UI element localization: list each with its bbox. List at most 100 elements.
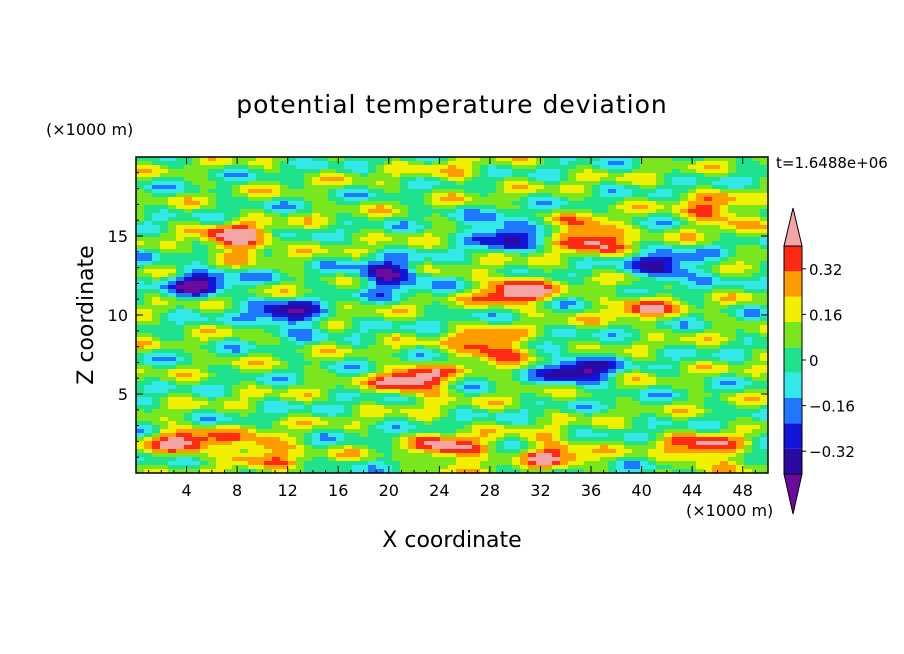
field-cell xyxy=(256,377,265,382)
field-cell xyxy=(728,345,737,350)
field-cell xyxy=(656,169,665,174)
field-cell xyxy=(600,365,609,370)
field-cell xyxy=(328,329,337,334)
field-cell xyxy=(216,393,225,398)
field-cell xyxy=(392,261,401,266)
field-cell xyxy=(304,233,313,238)
field-cell xyxy=(280,265,289,270)
field-cell xyxy=(240,273,249,278)
field-cell xyxy=(520,329,529,334)
field-cell xyxy=(216,161,225,166)
field-cell xyxy=(136,357,145,362)
field-cell xyxy=(208,285,217,290)
field-cell xyxy=(264,401,273,406)
field-cell xyxy=(400,225,409,230)
field-cell xyxy=(736,301,745,306)
field-cell xyxy=(456,169,465,174)
field-cell xyxy=(440,353,449,358)
field-cell xyxy=(432,313,441,318)
field-cell xyxy=(448,277,457,282)
field-cell xyxy=(392,289,401,294)
field-cell xyxy=(664,165,673,170)
field-cell xyxy=(136,293,145,298)
field-cell xyxy=(488,369,497,374)
field-cell xyxy=(184,341,193,346)
field-cell xyxy=(312,177,321,182)
field-cell xyxy=(664,185,673,190)
field-cell xyxy=(472,317,481,322)
field-cell xyxy=(576,289,585,294)
field-cell xyxy=(296,341,305,346)
field-cell xyxy=(392,285,401,290)
field-cell xyxy=(592,357,601,362)
field-cell xyxy=(512,185,521,190)
field-cell xyxy=(480,265,489,270)
field-cell xyxy=(320,405,329,410)
field-cell xyxy=(536,261,545,266)
field-cell xyxy=(728,365,737,370)
field-cell xyxy=(160,377,169,382)
field-cell xyxy=(152,257,161,262)
field-cell xyxy=(424,277,433,282)
field-cell xyxy=(632,369,641,374)
field-cell xyxy=(416,165,425,170)
field-cell xyxy=(176,181,185,186)
field-cell xyxy=(760,305,768,310)
field-cell xyxy=(560,157,569,162)
field-cell xyxy=(712,369,721,374)
field-cell xyxy=(256,253,265,258)
field-cell xyxy=(600,373,609,378)
field-cell xyxy=(392,281,401,286)
field-cell xyxy=(592,321,601,326)
field-cell xyxy=(688,233,697,238)
field-cell xyxy=(264,405,273,410)
field-cell xyxy=(592,265,601,270)
field-cell xyxy=(184,401,193,406)
field-cell xyxy=(392,401,401,406)
field-cell xyxy=(592,173,601,178)
field-cell xyxy=(432,197,441,202)
field-cell xyxy=(424,205,433,210)
field-cell xyxy=(192,165,201,170)
field-cell xyxy=(520,289,529,294)
field-cell xyxy=(520,185,529,190)
field-cell xyxy=(568,225,577,230)
field-cell xyxy=(432,229,441,234)
field-cell xyxy=(528,249,537,254)
field-cell xyxy=(288,265,297,270)
field-cell xyxy=(752,389,761,394)
field-cell xyxy=(616,169,625,174)
field-cell xyxy=(552,237,561,242)
field-cell xyxy=(232,313,241,318)
field-cell xyxy=(624,361,633,366)
field-cell xyxy=(336,381,345,386)
field-cell xyxy=(568,213,577,218)
field-cell xyxy=(760,213,768,218)
field-cell xyxy=(280,281,289,286)
field-cell xyxy=(424,181,433,186)
field-cell xyxy=(352,217,361,222)
field-cell xyxy=(240,261,249,266)
field-cell xyxy=(408,313,417,318)
field-cell xyxy=(544,285,553,290)
field-cell xyxy=(272,233,281,238)
field-cell xyxy=(472,277,481,282)
field-cell xyxy=(712,257,721,262)
field-cell xyxy=(432,285,441,290)
field-cell xyxy=(168,345,177,350)
field-cell xyxy=(432,317,441,322)
field-cell xyxy=(568,261,577,266)
field-cell xyxy=(248,305,257,310)
field-cell xyxy=(256,349,265,354)
field-cell xyxy=(288,349,297,354)
field-cell xyxy=(664,373,673,378)
field-cell xyxy=(248,245,257,250)
field-cell xyxy=(616,209,625,214)
field-cell xyxy=(584,157,593,162)
field-cell xyxy=(360,397,369,402)
field-cell xyxy=(728,281,737,286)
field-cell xyxy=(376,169,385,174)
field-cell xyxy=(248,349,257,354)
field-cell xyxy=(192,317,201,322)
field-cell xyxy=(696,261,705,266)
